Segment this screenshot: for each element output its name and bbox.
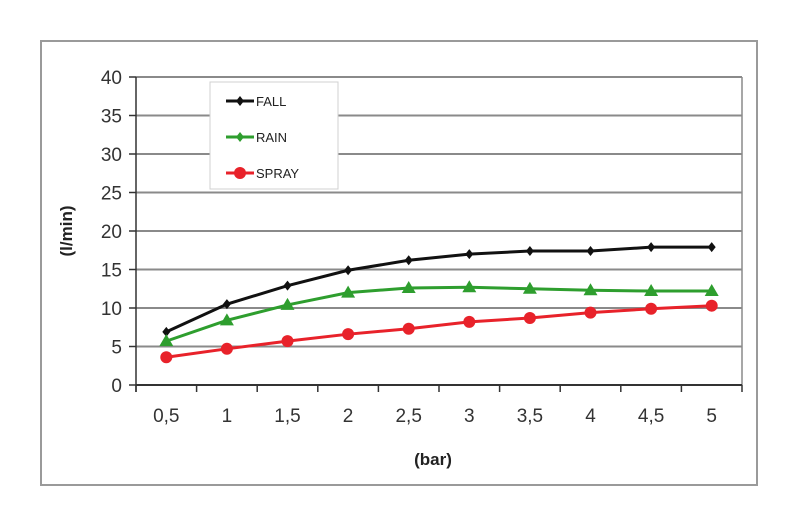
- spray-data-point: [645, 302, 658, 315]
- rain-legend-marker: [236, 132, 244, 142]
- fall-legend-label: FALL: [256, 94, 286, 109]
- y-tick-label: 10: [101, 299, 122, 320]
- x-tick-label: 1,5: [274, 406, 300, 427]
- fall-data-point: [162, 326, 171, 337]
- y-tick-label: 15: [101, 261, 122, 282]
- x-tick-label: 3: [464, 406, 475, 427]
- x-tick-label: 2,5: [395, 406, 421, 427]
- x-tick-label: 3,5: [517, 406, 543, 427]
- fall-data-point: [344, 265, 353, 276]
- spray-legend-marker: [234, 167, 246, 179]
- rain-data-point: [462, 280, 477, 293]
- spray-data-point: [523, 312, 536, 325]
- fall-data-point: [707, 242, 716, 253]
- rain-data-point: [280, 297, 295, 310]
- rain-data-point: [522, 281, 537, 294]
- fall-legend-marker: [236, 96, 244, 106]
- fall-data-point: [465, 249, 474, 260]
- x-tick-label: 4,5: [638, 406, 664, 427]
- rain-data-point: [583, 283, 598, 296]
- spray-data-point: [402, 322, 415, 335]
- rain-series-line: [165, 285, 712, 343]
- spray-data-point: [342, 328, 355, 341]
- rain-data-point: [644, 284, 659, 297]
- fall-series-line: [165, 245, 712, 334]
- rain-legend-label: RAIN: [256, 130, 287, 145]
- x-tick-label: 4: [585, 406, 596, 427]
- x-axis-label: (bar): [414, 450, 452, 469]
- spray-data-point: [463, 315, 476, 328]
- rain-data-point: [159, 334, 174, 347]
- y-tick-label: 0: [111, 376, 122, 397]
- y-axis-label: (l/min): [57, 206, 76, 257]
- fall-data-point: [283, 280, 292, 291]
- rain-data-point: [219, 313, 234, 326]
- x-tick-label: 2: [343, 406, 354, 427]
- fall-data-point: [404, 255, 413, 266]
- y-tick-label: 25: [101, 184, 122, 205]
- y-tick-label: 20: [101, 222, 122, 243]
- spray-data-point: [281, 335, 294, 348]
- rain-data-point: [341, 285, 356, 298]
- fall-data-point: [586, 246, 595, 257]
- spray-data-point: [160, 351, 173, 364]
- fall-data-point: [525, 246, 534, 257]
- y-tick-label: 40: [101, 68, 122, 89]
- chart-frame: [40, 40, 758, 486]
- spray-legend-label: SPRAY: [256, 166, 299, 181]
- rain-data-point: [704, 284, 719, 297]
- fall-data-point: [647, 242, 656, 253]
- y-tick-label: 5: [111, 338, 122, 359]
- y-tick-label: 30: [101, 145, 122, 166]
- y-tick-label: 35: [101, 107, 122, 128]
- spray-series-line: [166, 304, 712, 359]
- fall-data-point: [222, 299, 231, 310]
- x-tick-label: 0,5: [153, 406, 179, 427]
- x-tick-label: 5: [706, 406, 717, 427]
- rain-data-point: [401, 280, 416, 293]
- spray-data-point: [705, 299, 718, 312]
- spray-data-point: [220, 342, 233, 355]
- x-tick-label: 1: [222, 406, 233, 427]
- spray-data-point: [584, 306, 597, 319]
